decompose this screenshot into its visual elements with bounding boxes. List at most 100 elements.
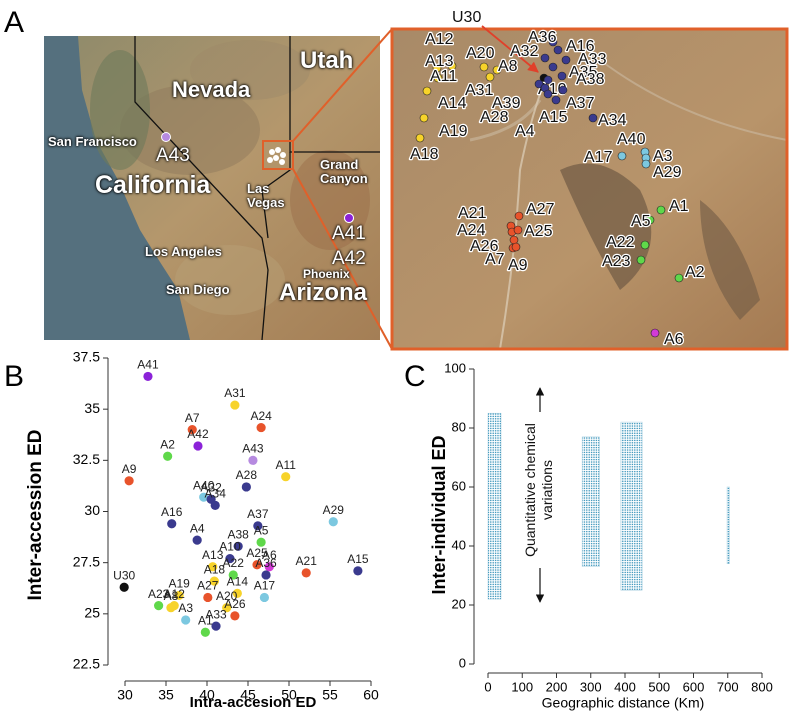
y-tick-label: 35 [84, 400, 100, 416]
point [252, 560, 262, 570]
y-tick-label: 22.5 [73, 656, 100, 672]
annotation: Quantitative chemical variations [522, 423, 555, 557]
point-cloud [581, 436, 600, 567]
point [200, 627, 210, 637]
point-label: A3 [178, 601, 193, 615]
point [281, 472, 291, 482]
point-label: A4 [190, 521, 205, 535]
point-label: A2 [160, 437, 175, 451]
accession-label: A9 [508, 257, 528, 274]
point-label: A29 [323, 503, 345, 517]
accession-label: A39 [492, 95, 521, 112]
accession-label: A18 [410, 146, 439, 163]
point-label: A5 [254, 523, 269, 537]
x-tick-label: 45 [240, 687, 256, 703]
x-tick-label: 55 [322, 687, 338, 703]
point-label: A19 [168, 577, 190, 591]
accession-point [540, 53, 550, 63]
accession-point [492, 65, 502, 75]
y-tick-label: 37.5 [73, 349, 100, 365]
point-label: A22 [223, 556, 245, 570]
accession-point [636, 255, 646, 265]
accession-label: A43 [156, 145, 190, 166]
panel-label: B [4, 360, 24, 393]
accession-label: A14 [438, 95, 467, 112]
accession-label: A15 [539, 109, 568, 126]
accession-label: A11 [430, 68, 457, 85]
point-label: A6 [262, 548, 277, 562]
accession-point [514, 211, 524, 221]
point-label: A41 [137, 358, 159, 372]
accession-label: A4 [515, 123, 535, 140]
zoom-line [292, 28, 393, 142]
point-label: A16 [161, 505, 183, 519]
point [211, 621, 221, 631]
point-label: A17 [254, 579, 276, 593]
accession-label: A36 [528, 29, 557, 46]
point-label: A26 [224, 597, 246, 611]
accession-label: A28 [480, 109, 509, 126]
point-label: A15 [347, 552, 369, 566]
point [124, 476, 134, 486]
point [353, 566, 363, 576]
accession-label: A3 [653, 148, 673, 165]
point [203, 592, 213, 603]
point [248, 455, 258, 465]
y-tick-label: 80 [452, 419, 466, 434]
zoom-line [292, 168, 393, 350]
panel-label: A [4, 6, 24, 39]
y-tick-label: 32.5 [73, 451, 100, 467]
point-label: A34 [205, 487, 227, 501]
accession-point [553, 45, 563, 55]
place-label: Las Vegas [247, 181, 285, 210]
point [222, 603, 232, 613]
point [225, 553, 235, 564]
x-tick-label: 700 [717, 679, 739, 694]
accession-point [485, 72, 495, 82]
accession-label: A5 [631, 213, 651, 230]
accession-label: A26 [470, 238, 499, 255]
point-cloud [620, 421, 643, 591]
point-label: A43 [242, 442, 264, 456]
accession-point [419, 113, 429, 123]
accession-label: A19 [439, 123, 468, 140]
accession-label: A35 [569, 64, 598, 81]
point [163, 451, 173, 461]
point-label: A13 [202, 548, 224, 562]
point [154, 601, 164, 611]
accession-label: A41 [332, 223, 366, 244]
accession-label: A20 [466, 45, 495, 62]
accession-label: A25 [524, 223, 553, 240]
accession-label: A33 [578, 51, 607, 68]
y-tick-label: 25 [84, 605, 100, 621]
x-tick-label: 400 [614, 679, 636, 694]
accession-label: A13 [425, 53, 454, 70]
point-label: A8 [164, 589, 179, 603]
place-label: Utah [300, 47, 354, 74]
accession-label: A37 [566, 95, 595, 112]
x-tick-label: 35 [158, 687, 174, 703]
accession-label: A31 [465, 82, 494, 99]
point-label: A7 [185, 411, 200, 425]
x-tick-label: 50 [281, 687, 297, 703]
point-label: U30 [113, 568, 135, 582]
accession-point [422, 86, 432, 96]
accession-label: A34 [598, 112, 627, 129]
x-axis-title: Intra-accesion ED [190, 694, 317, 711]
y-tick-label: 27.5 [73, 553, 100, 569]
accession-label: A23 [602, 253, 631, 270]
point-label: A42 [187, 427, 209, 441]
point [230, 400, 240, 410]
point-label: A28 [236, 468, 258, 482]
accession-label: A17 [584, 149, 613, 166]
panel-label: C [404, 360, 426, 393]
place-label: Nevada [172, 77, 251, 102]
place-label: Grand Canyon [320, 157, 368, 186]
point [259, 592, 269, 603]
accession-point [511, 242, 521, 252]
point-label: A11 [275, 458, 296, 472]
accession-point [558, 85, 568, 95]
accession-point [543, 89, 553, 99]
point-label: A1 [198, 613, 213, 627]
